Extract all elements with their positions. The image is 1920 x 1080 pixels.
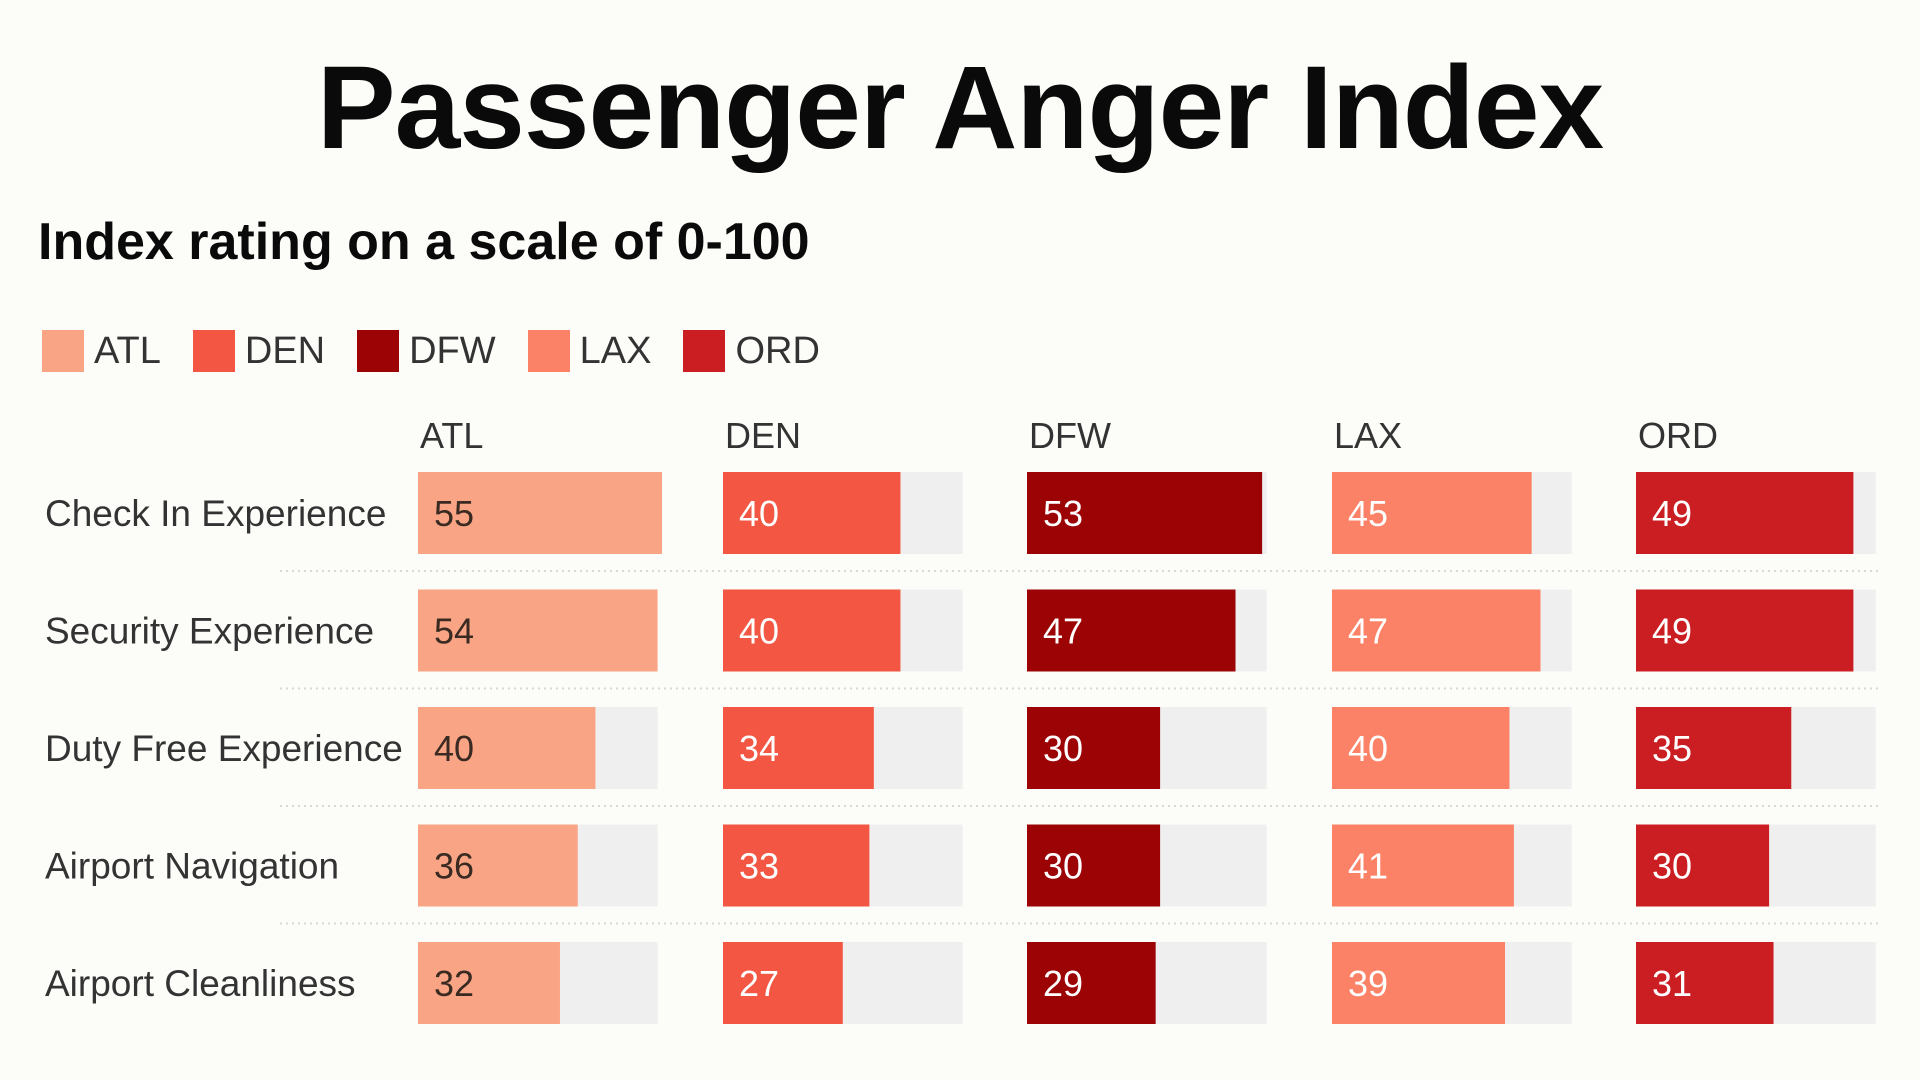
bar-ord-check-in-experience <box>1636 472 1854 554</box>
data-label-dfw-security-experience: 47 <box>1043 611 1083 652</box>
legend-swatch-den <box>192 330 235 372</box>
legend-item-ord: ORD <box>683 329 820 373</box>
bar-lax-security-experience <box>1332 589 1541 672</box>
column-header-den: DEN <box>725 415 801 456</box>
bar-dfw-security-experience <box>1027 589 1236 672</box>
legend-item-den: DEN <box>192 329 326 373</box>
legend-swatch-lax <box>527 330 570 372</box>
data-label-ord-security-experience: 49 <box>1652 611 1692 652</box>
data-label-dfw-airport-navigation: 30 <box>1043 846 1083 887</box>
row-label-airport-navigation: Airport Navigation <box>45 846 339 887</box>
data-label-ord-airport-cleanliness: 31 <box>1652 963 1692 1004</box>
legend-swatch-dfw <box>357 330 400 372</box>
bar-lax-check-in-experience <box>1332 472 1532 554</box>
legend-swatch-atl <box>42 330 84 372</box>
legend-item-lax: LAX <box>527 329 652 373</box>
bar-atl-airport-navigation <box>418 824 578 907</box>
bar-dfw-duty-free-experience <box>1027 707 1161 789</box>
column-header-ord: ORD <box>1638 415 1718 456</box>
data-label-atl-airport-navigation: 36 <box>434 846 474 887</box>
legend: ATL DEN DFW LAX ORD <box>42 330 852 372</box>
data-label-dfw-duty-free-experience: 30 <box>1043 728 1083 769</box>
chart-subtitle: Index rating on a scale of 0-100 <box>38 213 810 271</box>
bar-atl-duty-free-experience <box>418 707 596 789</box>
data-label-lax-airport-navigation: 41 <box>1348 846 1388 887</box>
legend-swatch-ord <box>683 330 726 372</box>
data-label-atl-airport-cleanliness: 32 <box>434 963 474 1004</box>
row-label-duty-free-experience: Duty Free Experience <box>45 728 403 769</box>
data-label-dfw-airport-cleanliness: 29 <box>1043 963 1083 1004</box>
data-label-ord-check-in-experience: 49 <box>1652 493 1692 534</box>
legend-label-dfw: DFW <box>409 329 496 372</box>
data-label-ord-airport-navigation: 30 <box>1652 846 1692 887</box>
data-label-atl-duty-free-experience: 40 <box>434 728 474 769</box>
data-label-dfw-check-in-experience: 53 <box>1043 493 1083 534</box>
bar-atl-security-experience <box>418 589 658 672</box>
data-label-den-airport-navigation: 33 <box>739 846 779 887</box>
row-label-security-experience: Security Experience <box>45 611 374 652</box>
bar-lax-duty-free-experience <box>1332 707 1510 789</box>
data-label-lax-check-in-experience: 45 <box>1348 493 1388 534</box>
bar-den-duty-free-experience <box>723 707 874 789</box>
bar-den-security-experience <box>723 589 901 672</box>
data-label-lax-duty-free-experience: 40 <box>1348 728 1388 769</box>
data-label-lax-security-experience: 47 <box>1348 611 1388 652</box>
column-header-atl: ATL <box>420 415 483 456</box>
bar-dfw-check-in-experience <box>1027 472 1263 554</box>
bar-den-check-in-experience <box>723 472 901 554</box>
bar-atl-check-in-experience <box>418 472 662 554</box>
bar-ord-duty-free-experience <box>1636 707 1792 789</box>
data-label-atl-check-in-experience: 55 <box>434 493 474 534</box>
data-label-lax-airport-cleanliness: 39 <box>1348 963 1388 1004</box>
column-header-lax: LAX <box>1334 415 1402 456</box>
column-header-dfw: DFW <box>1029 415 1111 456</box>
legend-item-dfw: DFW <box>357 330 496 373</box>
data-label-atl-security-experience: 54 <box>434 611 474 652</box>
bar-den-airport-cleanliness <box>723 942 843 1024</box>
data-label-den-check-in-experience: 40 <box>739 493 779 534</box>
legend-label-lax: LAX <box>579 329 652 372</box>
data-label-den-airport-cleanliness: 27 <box>739 963 779 1004</box>
legend-label-ord: ORD <box>735 329 820 372</box>
data-label-den-duty-free-experience: 34 <box>739 728 779 769</box>
row-label-check-in-experience: Check In Experience <box>45 493 386 534</box>
bar-atl-airport-cleanliness <box>418 942 560 1024</box>
bar-ord-airport-navigation <box>1636 824 1770 907</box>
bar-dfw-airport-navigation <box>1027 824 1161 907</box>
row-label-airport-cleanliness: Airport Cleanliness <box>45 963 356 1004</box>
data-label-ord-duty-free-experience: 35 <box>1652 728 1692 769</box>
bar-lax-airport-cleanliness <box>1332 942 1506 1024</box>
legend-label-atl: ATL <box>94 329 161 372</box>
bar-lax-airport-navigation <box>1332 824 1514 907</box>
legend-item-atl: ATL <box>42 330 161 373</box>
bar-den-airport-navigation <box>723 824 870 907</box>
bar-ord-airport-cleanliness <box>1636 942 1774 1024</box>
data-label-den-security-experience: 40 <box>739 611 779 652</box>
chart-title: Passenger Anger Index <box>316 42 1604 174</box>
legend-label-den: DEN <box>244 329 326 372</box>
bar-ord-security-experience <box>1636 589 1854 672</box>
bar-dfw-airport-cleanliness <box>1027 942 1156 1024</box>
